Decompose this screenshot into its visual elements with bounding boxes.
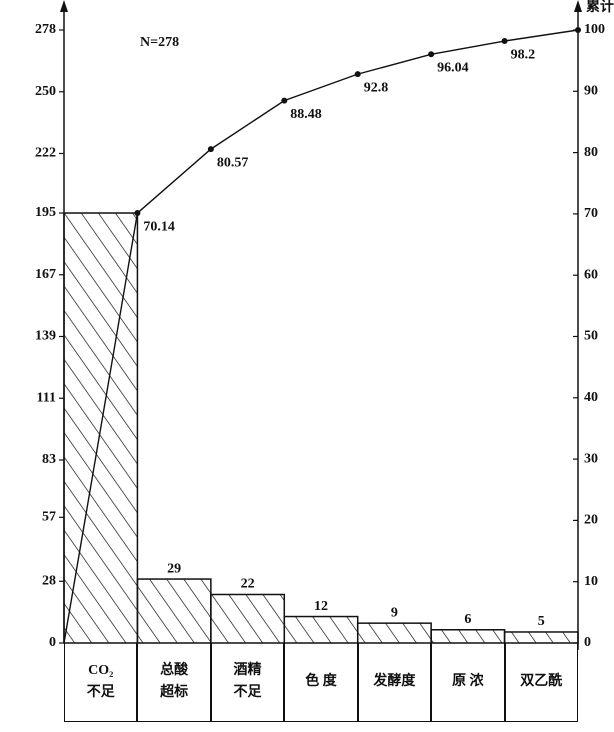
y2-axis-arrow <box>574 0 582 12</box>
y2-tick-label: 40 <box>584 390 598 405</box>
y2-axis-title: 累计 <box>586 0 614 15</box>
y-tick-label: 57 <box>42 510 56 525</box>
y2-tick-label: 100 <box>584 22 605 37</box>
y-tick-label: 83 <box>42 452 56 467</box>
y-tick-label: 111 <box>37 390 56 405</box>
cumulative-point <box>134 210 141 217</box>
y2-tick-label: 90 <box>584 84 598 99</box>
bar <box>356 622 432 644</box>
category-label: 总酸 超标 <box>137 643 211 722</box>
y-axis-arrow <box>60 0 68 12</box>
y-tick-label: 28 <box>42 573 56 588</box>
cumulative-point <box>428 51 435 58</box>
y-tick-label: 167 <box>35 267 56 282</box>
category-label: 原 浓 <box>431 643 505 722</box>
y2-tick-label: 70 <box>584 206 598 221</box>
y2-tick-label: 30 <box>584 451 598 466</box>
bar-value-label: 22 <box>241 577 255 592</box>
y-tick-label: 250 <box>35 84 56 99</box>
cumulative-label: 96.04 <box>437 60 469 75</box>
y2-tick-label: 80 <box>584 145 598 160</box>
category-label: CO₂ 不足 <box>64 643 138 722</box>
bar <box>430 629 506 644</box>
cumulative-point <box>281 97 288 104</box>
cumulative-label: 70.14 <box>143 219 175 234</box>
y-tick-label: 195 <box>35 205 56 220</box>
y2-tick-label: 10 <box>584 574 598 589</box>
bar <box>210 593 286 644</box>
category-label: 双乙酰 <box>504 643 578 722</box>
cumulative-point <box>575 27 581 33</box>
bar <box>283 615 359 644</box>
y2-tick-label: 20 <box>584 513 598 528</box>
category-label: 发酵度 <box>357 643 432 722</box>
y-tick-label: 139 <box>35 329 56 344</box>
bar-value-label: 29 <box>167 561 181 576</box>
y2-tick-label: 50 <box>584 329 598 344</box>
bar-value-label: 5 <box>538 614 545 629</box>
bar-value-label: 9 <box>391 605 398 620</box>
cumulative-label: 92.8 <box>364 80 389 95</box>
cumulative-point <box>354 71 361 78</box>
y-tick-label: 278 <box>35 22 56 37</box>
pareto-start <box>63 212 139 644</box>
bar-value-label: 12 <box>314 599 328 614</box>
bar <box>136 578 212 644</box>
category-label: 酒精 不足 <box>210 643 285 722</box>
y-tick-label: 0 <box>49 635 56 650</box>
bar <box>503 631 579 644</box>
bar-value-label: 6 <box>464 612 471 627</box>
y-tick-label: 222 <box>35 146 56 161</box>
cumulative-label: 88.48 <box>290 107 322 122</box>
y2-tick-label: 0 <box>584 635 591 650</box>
category-label: 色 度 <box>284 643 358 722</box>
y2-tick-label: 60 <box>584 267 598 282</box>
cumulative-label: 98.2 <box>511 47 535 62</box>
cumulative-point <box>501 38 508 45</box>
annotation: N=278 <box>140 35 179 50</box>
cumulative-label: 80.57 <box>217 155 249 170</box>
cumulative-point <box>207 146 214 153</box>
